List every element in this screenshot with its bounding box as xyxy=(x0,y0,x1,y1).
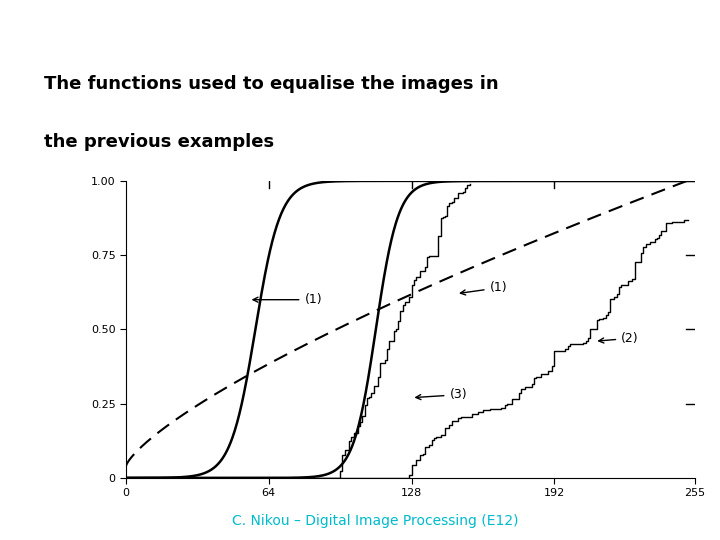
Text: the previous examples: the previous examples xyxy=(44,132,274,151)
Text: (3): (3) xyxy=(416,388,467,401)
Text: C. Nikou – Digital Image Processing (E12): C. Nikou – Digital Image Processing (E12… xyxy=(232,514,518,528)
Text: Images taken from Gonzalez & Woods, Digital Image Processing (2002): Images taken from Gonzalez & Woods, Digi… xyxy=(12,158,19,407)
Text: Equalisation Transformation Functions: Equalisation Transformation Functions xyxy=(100,21,674,47)
Text: The functions used to equalise the images in: The functions used to equalise the image… xyxy=(44,75,499,93)
Text: (1): (1) xyxy=(253,293,322,306)
Text: 33: 33 xyxy=(14,25,40,44)
Text: (1): (1) xyxy=(460,281,507,295)
Text: (2): (2) xyxy=(599,332,639,345)
